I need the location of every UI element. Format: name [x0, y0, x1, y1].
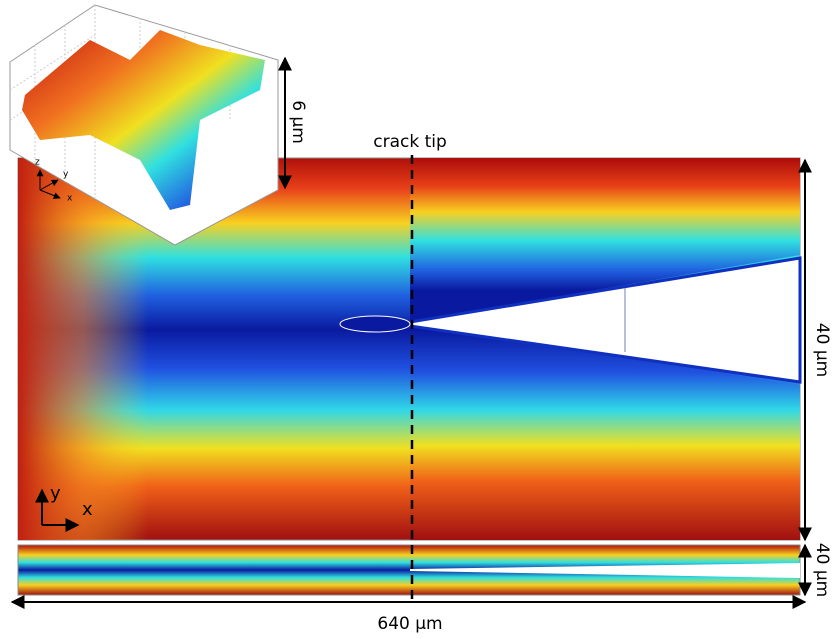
axis-label: y: [50, 483, 61, 504]
dimension-arrows: [10, 56, 812, 609]
axis-label: x: [82, 499, 93, 520]
crack-tip-label: crack tip: [373, 132, 447, 152]
inset-surface: [22, 30, 265, 210]
inset-axes: [36, 169, 61, 199]
inset-axis-label: x: [67, 194, 73, 204]
inset-height-label: 6 µm: [288, 100, 308, 144]
inset-axis-label: z: [35, 158, 40, 168]
strip-height-label: 40 µm: [812, 543, 832, 597]
main-height-label: 40 µm: [812, 323, 832, 377]
main-axes: [35, 488, 80, 532]
inset-axis-label: y: [63, 170, 69, 180]
strip-opening: [410, 563, 800, 578]
upper-flank: [410, 158, 800, 322]
tip-zone: [339, 315, 411, 333]
lower-flank: [410, 325, 800, 540]
width-label: 640 µm: [377, 614, 442, 634]
left-edge: [18, 158, 148, 540]
